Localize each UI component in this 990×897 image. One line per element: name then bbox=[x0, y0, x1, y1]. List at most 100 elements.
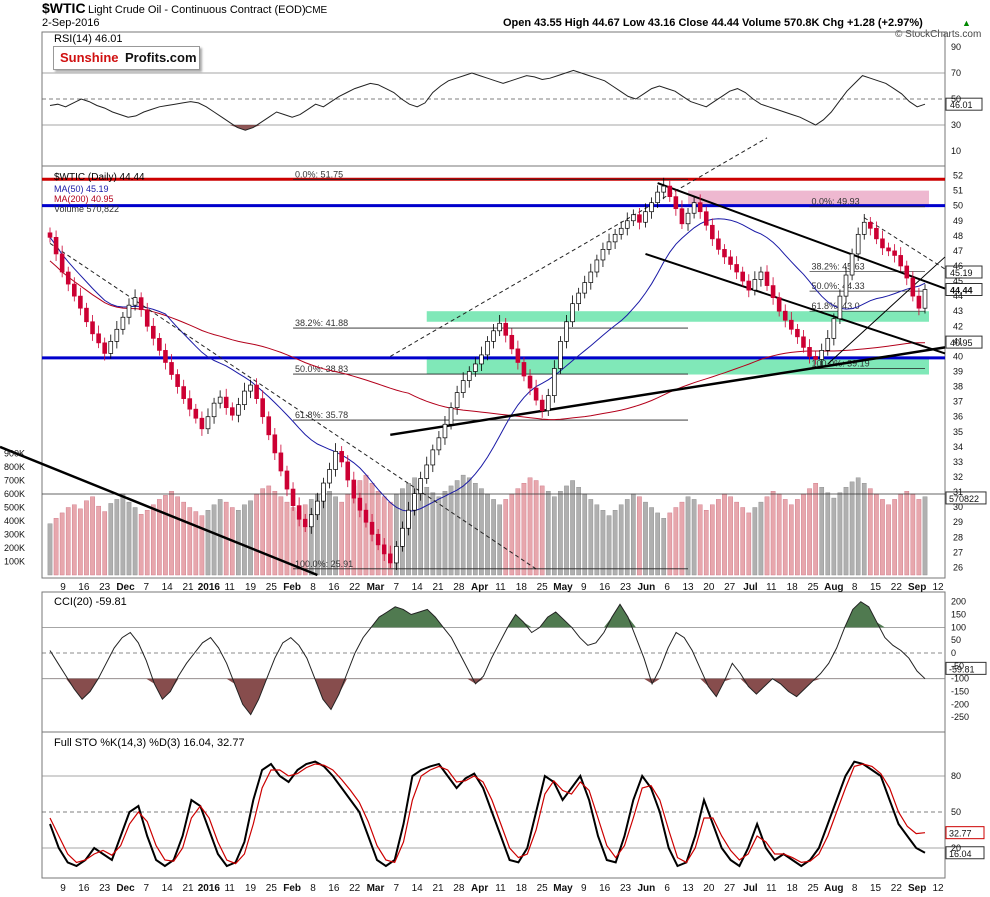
candle-body bbox=[351, 479, 357, 499]
volume-bar bbox=[533, 480, 539, 576]
volume-bar bbox=[764, 496, 770, 576]
sto-layer: 32.77 16.04 bbox=[42, 760, 985, 868]
price-tick-label: 49 bbox=[953, 216, 963, 226]
price-x-label: 22 bbox=[891, 582, 903, 593]
candle-body bbox=[47, 232, 53, 238]
rsi-oversold-fill bbox=[50, 125, 925, 131]
volume-bar bbox=[825, 492, 831, 576]
price-x-label: 16 bbox=[599, 582, 611, 593]
candle-body bbox=[466, 371, 472, 381]
volume-bar bbox=[910, 493, 916, 576]
candle-body bbox=[90, 321, 95, 335]
sto-x-label: May bbox=[553, 883, 573, 894]
candle-body bbox=[290, 488, 296, 507]
candle-body bbox=[600, 249, 606, 261]
rsi-title: RSI(14) 46.01 bbox=[54, 33, 122, 45]
short-term-rising-line bbox=[827, 256, 946, 365]
volume-bar bbox=[424, 487, 430, 576]
candle-body bbox=[655, 191, 660, 204]
price-tick-label: 51 bbox=[953, 186, 963, 196]
volume-bar bbox=[697, 504, 703, 576]
price-x-label: 12 bbox=[932, 582, 944, 593]
candle-body bbox=[333, 451, 338, 470]
volume-bar bbox=[144, 510, 150, 576]
volume-bar bbox=[108, 503, 114, 576]
volume-bar bbox=[558, 491, 563, 576]
sto-tick-label: 50 bbox=[951, 807, 961, 817]
volume-bar bbox=[157, 499, 162, 576]
cci-tick-label: -100 bbox=[951, 674, 969, 684]
volume-bar bbox=[539, 485, 545, 576]
candle-body bbox=[345, 461, 351, 481]
price-tick-label: 27 bbox=[953, 547, 963, 557]
candle-body bbox=[72, 283, 77, 297]
volume-bar bbox=[813, 483, 818, 576]
rsi-series-line bbox=[49, 69, 926, 131]
price-legend-ma50: MA(50) 45.19 bbox=[54, 184, 109, 194]
candle-body bbox=[904, 265, 910, 279]
sto-x-label: 22 bbox=[891, 883, 903, 894]
volume-bar bbox=[685, 496, 691, 576]
candle-body bbox=[369, 521, 375, 535]
candle-body bbox=[497, 322, 502, 332]
stockcharts-credit: © StockCharts.com bbox=[895, 29, 981, 40]
volume-bar bbox=[460, 474, 466, 576]
volume-bar bbox=[874, 493, 879, 576]
candle-body bbox=[242, 390, 247, 406]
candle-body bbox=[752, 279, 758, 291]
volume-bar bbox=[327, 491, 332, 576]
logo-part-sunshine: Sunshine bbox=[60, 50, 119, 65]
volume-bar bbox=[849, 481, 855, 576]
candle-body bbox=[631, 214, 636, 222]
sto-panel bbox=[41, 731, 946, 879]
candle-body bbox=[898, 255, 903, 267]
candle-body bbox=[315, 500, 320, 516]
volume-bar bbox=[205, 510, 211, 576]
dashed-trendline-up bbox=[390, 137, 768, 357]
candle-body bbox=[552, 368, 557, 396]
price-tick-label: 38 bbox=[953, 382, 963, 392]
sto-x-label: 8 bbox=[852, 883, 858, 894]
price-tick-label: 39 bbox=[953, 367, 963, 377]
candle-body bbox=[582, 282, 588, 294]
candle-body bbox=[764, 271, 770, 286]
volume-bar bbox=[47, 523, 53, 576]
sto-x-label: Jun bbox=[637, 883, 655, 894]
price-tick-label: 36 bbox=[953, 412, 963, 422]
price-x-label: Apr bbox=[471, 582, 488, 593]
candle-body bbox=[223, 396, 229, 409]
chart-title: $WTIC bbox=[42, 0, 86, 16]
price-tick-label: 45 bbox=[953, 276, 963, 286]
candle-body bbox=[412, 493, 417, 511]
volume-bar bbox=[922, 496, 928, 576]
candle-body bbox=[302, 518, 308, 528]
sto-x-label: 18 bbox=[516, 883, 528, 894]
volume-bar bbox=[837, 492, 843, 576]
price-tick-label: 44 bbox=[953, 291, 963, 301]
volume-bar bbox=[90, 496, 95, 576]
candle-body bbox=[248, 384, 253, 392]
candle-body bbox=[564, 321, 569, 342]
price-x-label: Feb bbox=[283, 582, 301, 593]
candle-body bbox=[272, 434, 278, 454]
candle-body bbox=[849, 253, 855, 276]
volume-bar bbox=[503, 499, 509, 576]
candle-body bbox=[284, 470, 290, 490]
fib-left-label: 100.0%: 25.91 bbox=[295, 559, 353, 569]
price-x-label: 18 bbox=[516, 582, 528, 593]
volume-bar bbox=[892, 499, 897, 576]
price-tick-label: 35 bbox=[953, 427, 963, 437]
ma200-value: 40.95 bbox=[950, 338, 973, 348]
sto-x-label: 13 bbox=[682, 883, 694, 894]
candle-body bbox=[667, 185, 673, 197]
fib-right-label: 50.0%: 44.33 bbox=[812, 281, 865, 291]
quote-line: Open 43.55 High 44.67 Low 43.16 Close 44… bbox=[503, 17, 923, 29]
chart-subtitle: Light Crude Oil - Continuous Contract (E… bbox=[88, 4, 306, 16]
volume-bar bbox=[78, 508, 83, 576]
rsi-layer: 46.01 bbox=[42, 69, 983, 131]
candle-body bbox=[740, 271, 746, 282]
sto-k-value: 16.04 bbox=[949, 849, 972, 859]
candle-body bbox=[533, 387, 539, 401]
sto-x-label: 19 bbox=[245, 883, 257, 894]
